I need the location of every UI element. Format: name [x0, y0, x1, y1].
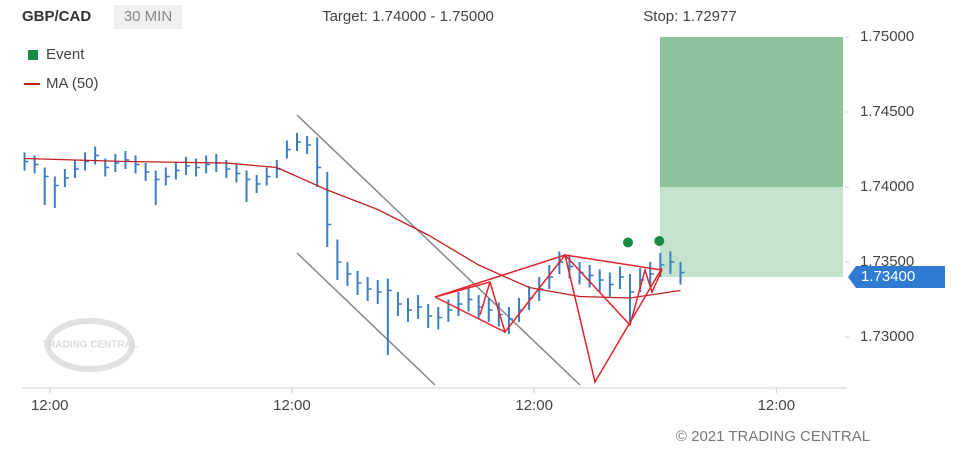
pattern-line [564, 254, 663, 384]
stop-text: Stop: 1.72977 [643, 8, 736, 25]
ma-line [24, 157, 681, 299]
target-text: Target: 1.74000 - 1.75000 [322, 8, 494, 25]
x-tick-label: 12:00 [273, 397, 311, 414]
timeframe-badge [114, 5, 182, 29]
timeframe: 30 MIN [124, 8, 172, 25]
legend-label: Event [46, 46, 85, 63]
channel-line [296, 114, 581, 386]
legend-swatch [28, 50, 38, 60]
y-tick-label: 1.73500 [860, 253, 914, 270]
symbol: GBP/CAD [22, 8, 91, 25]
x-tick-label: 12:00 [31, 397, 69, 414]
event-dot [623, 237, 634, 248]
watermark-ring [45, 318, 135, 372]
channel-line [296, 252, 436, 386]
legend-label: MA (50) [46, 75, 99, 92]
copyright: © 2021 TRADING CENTRAL [676, 428, 870, 445]
pattern-line [434, 296, 506, 333]
watermark: TRADING CENTRAL [42, 318, 138, 372]
x-tick-label: 12:00 [515, 397, 553, 414]
entry-zone [660, 187, 843, 277]
y-tick-label: 1.75000 [860, 28, 914, 45]
pattern-line [479, 281, 491, 316]
current-price-box [848, 266, 945, 288]
plot-layer [23, 37, 843, 355]
pattern [434, 253, 663, 384]
target-zone [660, 37, 843, 187]
y-tick-label: 1.74000 [860, 178, 914, 195]
watermark-text: TRADING CENTRAL [42, 340, 138, 351]
y-tick-label: 1.74500 [860, 103, 914, 120]
current-price-label: 1.73400 [861, 268, 915, 285]
event-dot [654, 236, 665, 246]
y-tick-label: 1.73000 [860, 328, 914, 345]
x-tick-label: 12:00 [758, 397, 796, 414]
